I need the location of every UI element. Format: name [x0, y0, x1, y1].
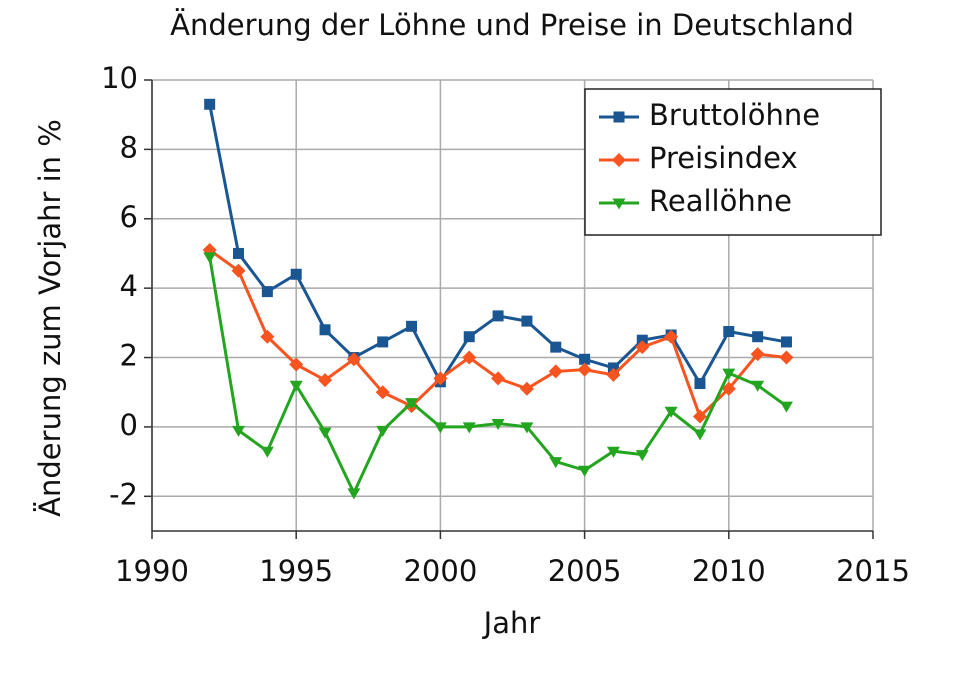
marker — [318, 427, 332, 439]
marker — [463, 331, 475, 343]
marker — [520, 422, 534, 434]
marker — [319, 324, 331, 336]
y-axis-label: Änderung zum Vorjahr in % — [33, 119, 67, 517]
marker — [231, 263, 246, 278]
y-tick-label: -2 — [109, 477, 138, 511]
marker — [433, 422, 447, 434]
marker — [492, 310, 504, 322]
marker — [722, 368, 736, 380]
marker — [260, 446, 274, 458]
y-tick-label: 6 — [120, 200, 138, 234]
marker — [375, 385, 390, 400]
marker — [692, 409, 707, 424]
legend-label: Bruttolöhne — [649, 98, 820, 132]
y-tick-label: 0 — [120, 408, 138, 442]
marker — [376, 425, 390, 437]
y-tick-label: 4 — [120, 269, 138, 303]
marker — [405, 398, 419, 410]
marker — [260, 329, 275, 344]
y-tick-label: 10 — [101, 61, 138, 95]
legend-marker — [612, 198, 626, 210]
x-tick-label: 1990 — [115, 554, 189, 588]
marker — [779, 350, 794, 365]
legend-label: Preisindex — [649, 141, 798, 175]
legend: Bruttolöhne Preisindex Reallöhne — [584, 88, 882, 236]
marker — [578, 465, 592, 477]
y-tick-label: 8 — [120, 130, 138, 164]
marker — [635, 340, 650, 355]
marker — [751, 380, 765, 392]
x-tick-label: 2000 — [403, 554, 477, 588]
marker — [433, 371, 448, 386]
legend-label: Reallöhne — [649, 184, 792, 218]
marker — [203, 252, 217, 264]
marker — [577, 362, 592, 377]
marker — [606, 446, 620, 458]
marker — [579, 353, 591, 365]
marker — [721, 381, 736, 396]
x-tick-label: 1995 — [259, 554, 333, 588]
marker — [635, 450, 649, 462]
marker — [377, 336, 389, 348]
marker — [664, 329, 679, 344]
marker — [491, 418, 505, 430]
marker — [519, 381, 534, 396]
marker — [289, 380, 303, 392]
marker — [406, 320, 418, 332]
marker — [549, 457, 563, 469]
marker — [347, 488, 361, 500]
legend-marker — [612, 153, 626, 167]
marker — [261, 286, 273, 298]
marker — [664, 406, 678, 418]
marker — [606, 367, 621, 382]
marker — [694, 378, 706, 390]
chart-title: Änderung der Löhne und Preise in Deutsch… — [170, 8, 854, 42]
legend-box — [584, 88, 882, 236]
marker — [723, 326, 735, 338]
x-tick-label: 2005 — [548, 554, 622, 588]
marker — [550, 341, 562, 353]
x-tick-label: 2015 — [836, 554, 910, 588]
marker — [750, 347, 765, 362]
marker — [232, 425, 246, 437]
marker — [204, 98, 216, 110]
x-axis-label: Jahr — [482, 606, 541, 640]
marker — [752, 331, 764, 343]
marker — [289, 357, 304, 372]
marker — [521, 315, 533, 327]
marker — [462, 350, 477, 365]
marker — [346, 352, 361, 367]
marker — [693, 429, 707, 441]
legend-marker — [613, 111, 625, 123]
x-tick-label: 2010 — [692, 554, 766, 588]
y-tick-label: 2 — [120, 339, 138, 373]
marker — [491, 371, 506, 386]
marker — [290, 268, 302, 280]
marker — [780, 336, 792, 348]
marker — [318, 373, 333, 388]
marker — [548, 364, 563, 379]
marker — [462, 422, 476, 434]
marker — [233, 247, 245, 259]
marker — [779, 401, 793, 413]
